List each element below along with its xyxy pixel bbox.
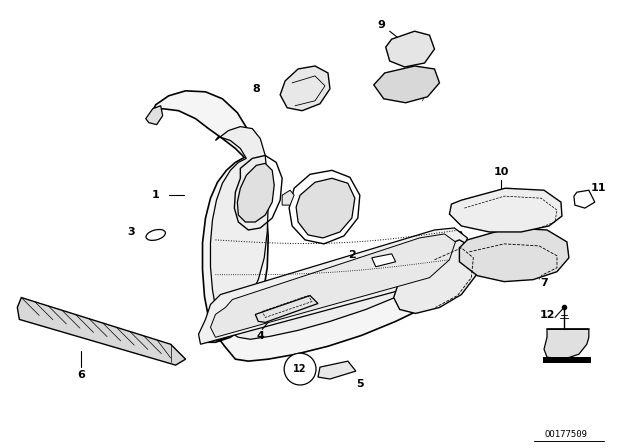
Polygon shape xyxy=(255,296,318,323)
Polygon shape xyxy=(198,228,467,344)
Polygon shape xyxy=(318,361,356,379)
Polygon shape xyxy=(146,106,163,125)
Bar xyxy=(543,357,591,363)
Text: 12: 12 xyxy=(540,310,555,320)
Polygon shape xyxy=(374,66,440,103)
Polygon shape xyxy=(282,190,294,205)
Text: 10: 10 xyxy=(493,167,509,177)
Polygon shape xyxy=(394,240,477,314)
Text: 4: 4 xyxy=(257,332,264,341)
Polygon shape xyxy=(574,190,595,208)
Polygon shape xyxy=(296,178,355,238)
Polygon shape xyxy=(148,91,477,361)
Polygon shape xyxy=(280,66,330,111)
Text: 8: 8 xyxy=(252,84,260,94)
Polygon shape xyxy=(544,329,589,359)
Polygon shape xyxy=(211,234,456,337)
Polygon shape xyxy=(237,164,274,222)
Ellipse shape xyxy=(146,229,165,241)
Text: 1: 1 xyxy=(152,190,159,200)
Text: 12: 12 xyxy=(293,364,307,374)
Text: 7: 7 xyxy=(540,278,548,288)
Text: 2: 2 xyxy=(348,250,356,260)
Polygon shape xyxy=(211,127,465,339)
Text: 6: 6 xyxy=(77,370,85,380)
Text: 5: 5 xyxy=(356,379,364,389)
Polygon shape xyxy=(449,188,562,232)
Circle shape xyxy=(284,353,316,385)
Polygon shape xyxy=(460,228,569,282)
Text: OO177509: OO177509 xyxy=(545,430,588,439)
Text: 9: 9 xyxy=(378,20,386,30)
Text: 3: 3 xyxy=(127,227,134,237)
Polygon shape xyxy=(372,254,396,267)
Polygon shape xyxy=(386,31,435,67)
Polygon shape xyxy=(17,297,186,365)
Text: 11: 11 xyxy=(591,183,607,193)
